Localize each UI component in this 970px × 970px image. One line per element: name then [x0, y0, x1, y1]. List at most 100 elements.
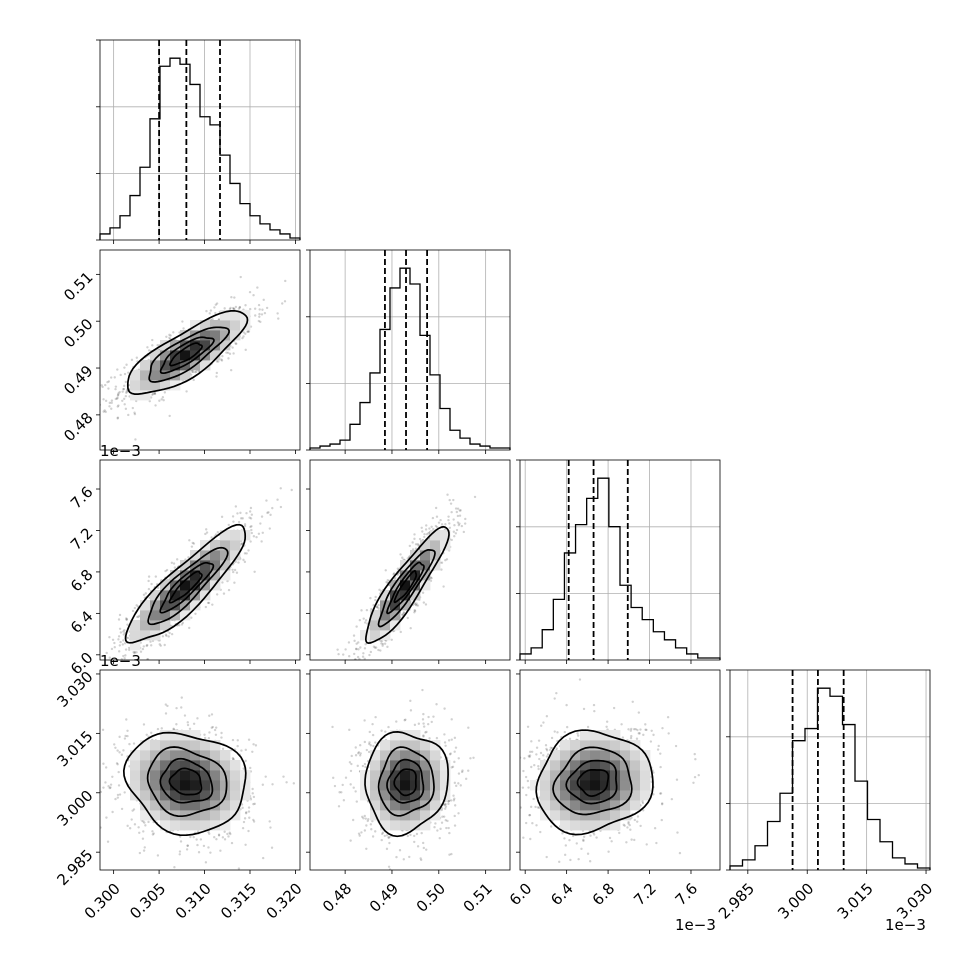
sample-point	[644, 723, 647, 726]
sample-point	[582, 707, 586, 711]
density-cell	[130, 760, 141, 771]
density-cell	[420, 580, 431, 591]
sample-point	[531, 822, 534, 825]
sample-point	[188, 727, 192, 730]
sample-point	[169, 334, 172, 337]
sample-point	[249, 766, 252, 770]
sample-point	[197, 851, 201, 854]
density-cell	[160, 820, 171, 831]
sample-point	[595, 836, 598, 839]
density-cell	[380, 810, 391, 821]
sample-point	[618, 831, 621, 835]
sample-point	[402, 611, 406, 614]
sample-point	[417, 722, 421, 725]
sample-point	[266, 511, 269, 515]
sample-point	[381, 832, 384, 836]
sample-point	[420, 526, 423, 530]
sample-point	[206, 601, 210, 605]
sample-point	[446, 493, 449, 496]
sample-point	[348, 671, 350, 673]
x-tick-label: 0.300	[81, 880, 124, 923]
sample-point	[161, 396, 165, 399]
sample-point	[250, 531, 254, 535]
sample-point	[130, 818, 133, 821]
sample-point	[456, 514, 460, 518]
sample-point	[164, 712, 168, 715]
sample-point	[213, 306, 216, 309]
sample-point	[421, 688, 424, 692]
density-cell	[420, 760, 431, 771]
sample-point	[185, 848, 189, 851]
sample-point	[440, 821, 444, 824]
sample-point	[636, 815, 640, 818]
sample-point	[341, 783, 344, 787]
sample-point	[355, 642, 358, 645]
sample-point	[235, 342, 238, 346]
sample-point	[361, 764, 365, 768]
x-tick-label: 0.310	[172, 880, 215, 923]
sample-point	[243, 817, 247, 820]
sample-point	[354, 754, 358, 757]
sample-point	[148, 399, 151, 403]
scatter-panel-0-3-frame	[99, 669, 301, 871]
sample-point	[243, 524, 247, 528]
sample-point	[186, 721, 189, 724]
sample-point	[459, 784, 462, 787]
sample-point	[122, 630, 125, 633]
sample-point	[337, 805, 341, 808]
sample-point	[642, 809, 645, 812]
density-cell	[140, 750, 151, 761]
sample-point	[352, 634, 356, 637]
sample-point	[219, 849, 222, 852]
density-cell	[230, 540, 241, 551]
sample-point	[363, 719, 366, 722]
density-cell	[220, 570, 231, 581]
scatter-panel-1-2-frame	[309, 459, 511, 661]
density-cell	[180, 560, 191, 571]
sample-point	[211, 317, 214, 321]
sample-point	[399, 630, 402, 634]
sample-point	[576, 734, 580, 737]
sample-point	[358, 657, 361, 660]
sample-point	[443, 733, 446, 736]
sample-point	[152, 832, 155, 835]
sample-point	[261, 856, 265, 860]
sample-point	[131, 609, 135, 613]
sample-point	[329, 694, 331, 696]
sample-point	[374, 598, 377, 602]
density-cell	[620, 760, 631, 771]
sample-point	[425, 848, 428, 851]
density-cell	[170, 790, 181, 801]
sample-point	[106, 380, 109, 384]
sample-point	[211, 603, 214, 606]
sample-point	[230, 296, 233, 299]
density-cell	[200, 740, 211, 751]
density-cell	[190, 740, 201, 751]
sample-point	[539, 751, 543, 755]
sample-point	[440, 568, 443, 571]
sample-point	[363, 740, 367, 744]
sample-point	[406, 834, 410, 838]
sample-point	[102, 786, 105, 789]
sample-point	[180, 623, 184, 626]
sample-point	[232, 758, 235, 761]
sample-point	[580, 847, 583, 851]
sample-point	[421, 591, 425, 594]
sample-point	[123, 366, 126, 369]
sample-point	[116, 749, 119, 752]
density-cell	[560, 810, 571, 821]
density-cell	[140, 770, 151, 781]
sample-point	[354, 746, 357, 749]
density-cell	[160, 360, 171, 371]
density-cell	[610, 760, 621, 771]
sample-point	[458, 514, 462, 517]
sample-point	[143, 821, 146, 824]
density-cell	[230, 550, 241, 561]
density-cell	[400, 780, 411, 791]
sample-point	[121, 643, 125, 646]
density-cell	[240, 790, 251, 801]
sample-point	[245, 552, 248, 555]
sample-point	[108, 405, 111, 408]
sample-point	[633, 838, 636, 842]
sample-point	[244, 812, 248, 815]
